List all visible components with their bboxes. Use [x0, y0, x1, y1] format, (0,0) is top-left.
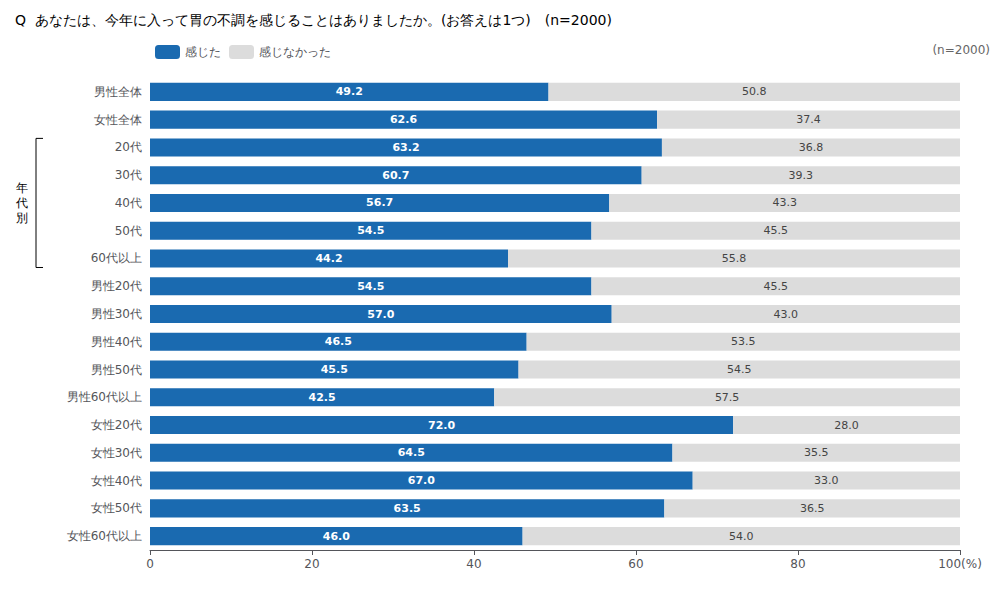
svg-text:女性60代以上: 女性60代以上 [67, 529, 142, 543]
svg-text:男性30代: 男性30代 [91, 307, 142, 321]
svg-text:45.5: 45.5 [763, 224, 788, 237]
svg-text:49.2: 49.2 [336, 85, 363, 98]
svg-text:36.5: 36.5 [800, 502, 825, 515]
svg-text:女性40代: 女性40代 [91, 474, 142, 488]
svg-text:30代: 30代 [115, 168, 142, 182]
svg-text:20: 20 [304, 557, 319, 571]
svg-text:45.5: 45.5 [763, 280, 788, 293]
svg-text:Q あなたは、今年に入って胃の不調を感じることはありました: Q あなたは、今年に入って胃の不調を感じることはありましたか。(お答えは1つ) … [15, 12, 612, 28]
svg-text:女性20代: 女性20代 [91, 418, 142, 432]
svg-text:45.5: 45.5 [321, 363, 348, 376]
svg-text:(n=2000): (n=2000) [932, 43, 990, 57]
svg-text:女性全体: 女性全体 [94, 113, 142, 127]
svg-text:54.5: 54.5 [357, 280, 384, 293]
svg-text:0: 0 [146, 557, 154, 571]
svg-text:46.0: 46.0 [323, 530, 350, 543]
svg-text:44.2: 44.2 [315, 252, 342, 265]
svg-text:40代: 40代 [115, 196, 142, 210]
svg-text:男性40代: 男性40代 [91, 335, 142, 349]
svg-text:60代以上: 60代以上 [91, 251, 142, 265]
svg-text:代: 代 [15, 196, 28, 210]
svg-text:女性30代: 女性30代 [91, 446, 142, 460]
svg-text:36.8: 36.8 [799, 141, 824, 154]
svg-text:20代: 20代 [115, 140, 142, 154]
svg-text:55.8: 55.8 [722, 252, 747, 265]
svg-text:28.0: 28.0 [834, 419, 859, 432]
svg-text:54.0: 54.0 [729, 530, 754, 543]
svg-text:別: 別 [16, 211, 28, 225]
svg-text:60: 60 [628, 557, 643, 571]
svg-text:感じた: 感じた [185, 45, 221, 59]
svg-text:年: 年 [16, 181, 28, 195]
svg-text:54.5: 54.5 [357, 224, 384, 237]
svg-text:男性全体: 男性全体 [94, 85, 142, 99]
svg-text:60.7: 60.7 [382, 169, 409, 182]
svg-text:46.5: 46.5 [325, 335, 352, 348]
svg-text:100(%): 100(%) [938, 557, 982, 571]
svg-text:63.5: 63.5 [394, 502, 421, 515]
svg-text:男性50代: 男性50代 [91, 363, 142, 377]
svg-text:50.8: 50.8 [742, 85, 767, 98]
svg-text:女性50代: 女性50代 [91, 501, 142, 515]
svg-text:63.2: 63.2 [392, 141, 419, 154]
svg-text:35.5: 35.5 [804, 446, 829, 459]
svg-text:62.6: 62.6 [390, 113, 417, 126]
svg-text:72.0: 72.0 [428, 419, 455, 432]
svg-text:64.5: 64.5 [398, 446, 425, 459]
svg-text:57.0: 57.0 [367, 308, 394, 321]
svg-text:57.5: 57.5 [715, 391, 740, 404]
svg-text:39.3: 39.3 [789, 169, 814, 182]
svg-text:37.4: 37.4 [796, 113, 821, 126]
svg-text:56.7: 56.7 [366, 196, 393, 209]
svg-text:男性60代以上: 男性60代以上 [67, 390, 142, 404]
svg-text:感じなかった: 感じなかった [259, 45, 331, 59]
svg-text:54.5: 54.5 [727, 363, 752, 376]
svg-text:43.0: 43.0 [774, 308, 799, 321]
svg-text:80: 80 [790, 557, 805, 571]
svg-text:50代: 50代 [115, 224, 142, 238]
svg-text:43.3: 43.3 [772, 196, 797, 209]
svg-text:42.5: 42.5 [309, 391, 336, 404]
svg-text:男性20代: 男性20代 [91, 279, 142, 293]
svg-text:67.0: 67.0 [408, 474, 435, 487]
svg-text:33.0: 33.0 [814, 474, 839, 487]
svg-text:53.5: 53.5 [731, 335, 756, 348]
svg-text:40: 40 [466, 557, 481, 571]
